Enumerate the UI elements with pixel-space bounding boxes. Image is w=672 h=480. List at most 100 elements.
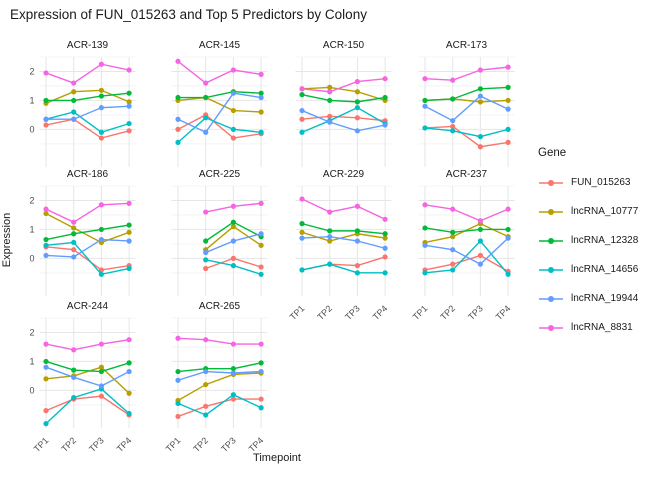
facet-title: ACR-244 (67, 301, 109, 312)
point-lncRNA_8831 (126, 200, 132, 206)
point-lncRNA_8831 (422, 202, 428, 208)
point-lncRNA_14656 (258, 405, 264, 411)
line-lncRNA_14656 (45, 241, 130, 276)
point-lncRNA_10777 (477, 99, 483, 105)
point-lncRNA_10777 (43, 210, 49, 217)
point-FUN_015263 (203, 265, 209, 272)
line-lncRNA_12328 (178, 91, 262, 99)
point-lncRNA_14656 (354, 105, 360, 111)
x-tick-label: TP4 (494, 303, 513, 322)
point-lncRNA_12328 (126, 360, 132, 366)
point-FUN_015263 (450, 123, 456, 130)
facet-title: ACR-139 (67, 40, 109, 51)
line-lncRNA_8831 (424, 204, 509, 222)
point-lncRNA_19944 (422, 103, 428, 109)
point-lncRNA_10777 (126, 99, 132, 105)
point-lncRNA_12328 (43, 236, 49, 243)
point-lncRNA_19944 (126, 238, 132, 244)
facet-title: ACR-173 (446, 40, 488, 51)
point-lncRNA_14656 (98, 271, 104, 277)
point-lncRNA_12328 (126, 90, 132, 96)
line-FUN_015263 (45, 246, 130, 271)
point-lncRNA_19944 (203, 249, 209, 256)
point-lncRNA_19944 (299, 235, 305, 241)
point-lncRNA_14656 (126, 410, 132, 417)
point-lncRNA_14656 (43, 242, 49, 248)
point-FUN_015263 (126, 128, 132, 134)
point-FUN_015263 (258, 396, 264, 402)
line-lncRNA_12328 (177, 362, 262, 373)
legend-item-label: lncRNA_10777 (571, 206, 639, 217)
point-lncRNA_12328 (299, 221, 305, 227)
point-lncRNA_8831 (450, 77, 456, 83)
point-lncRNA_19944 (175, 377, 181, 383)
point-FUN_015263 (71, 247, 77, 253)
line-lncRNA_19944 (45, 238, 130, 258)
x-axis-title: Timepoint (253, 452, 301, 464)
legend-key-icon (538, 205, 564, 219)
line-lncRNA_14656 (301, 263, 386, 274)
point-FUN_015263 (382, 254, 388, 260)
point-lncRNA_8831 (299, 86, 305, 92)
point-FUN_015263 (354, 115, 360, 121)
point-lncRNA_10777 (258, 242, 264, 248)
point-lncRNA_19944 (327, 234, 333, 240)
point-lncRNA_8831 (43, 70, 49, 76)
legend-items: FUN_015263 lncRNA_10777 lncRNA_12328 lncRNA… (538, 168, 638, 342)
line-lncRNA_8831 (45, 63, 130, 84)
point-lncRNA_19944 (98, 383, 104, 389)
facet-ACR-229: ACR-229 TP1 TP2 TP3 TP4 (288, 169, 392, 322)
point-lncRNA_8831 (71, 219, 77, 225)
x-tick-label: TP1 (288, 303, 307, 322)
line-lncRNA_8831 (45, 202, 130, 223)
legend-item-lncRNA_14656: lncRNA_14656 (538, 255, 638, 284)
y-axis-title: Expression (1, 212, 13, 268)
facet-title: ACR-150 (323, 40, 365, 51)
point-lncRNA_8831 (354, 203, 360, 209)
line-FUN_015263 (424, 125, 509, 148)
y-tick-label: 0 (29, 253, 34, 263)
point-lncRNA_10777 (126, 390, 132, 396)
point-lncRNA_14656 (354, 270, 360, 276)
point-FUN_015263 (98, 135, 104, 141)
point-lncRNA_8831 (230, 341, 236, 347)
line-FUN_015263 (45, 118, 130, 139)
point-FUN_015263 (203, 403, 209, 409)
point-lncRNA_12328 (71, 367, 77, 373)
point-lncRNA_12328 (450, 96, 456, 102)
point-lncRNA_19944 (327, 119, 333, 125)
line-lncRNA_10777 (301, 86, 386, 102)
point-lncRNA_8831 (203, 337, 209, 343)
line-lncRNA_12328 (424, 227, 509, 234)
facet-ACR-150: ACR-150 (295, 40, 392, 167)
line-lncRNA_8831 (301, 198, 386, 220)
legend-item-lncRNA_12328: lncRNA_12328 (538, 226, 638, 255)
point-lncRNA_8831 (71, 347, 77, 353)
facet-ACR-145: ACR-145 (171, 40, 268, 167)
point-lncRNA_19944 (230, 90, 236, 96)
line-lncRNA_19944 (46, 105, 130, 120)
legend-item-lncRNA_19944: lncRNA_19944 (538, 284, 638, 313)
point-lncRNA_10777 (450, 234, 456, 240)
facet-ACR-244: ACR-244 0 1 2 TP1 TP2 TP3 TP4 (29, 301, 136, 454)
point-lncRNA_14656 (126, 265, 132, 272)
point-lncRNA_8831 (126, 337, 132, 343)
point-lncRNA_14656 (450, 267, 456, 273)
point-lncRNA_8831 (450, 206, 456, 212)
line-lncRNA_10777 (45, 212, 130, 244)
point-lncRNA_8831 (230, 203, 236, 209)
point-lncRNA_19944 (477, 261, 483, 267)
point-lncRNA_14656 (382, 270, 388, 276)
point-lncRNA_14656 (477, 134, 483, 140)
point-lncRNA_19944 (126, 103, 132, 109)
y-tick-label: 2 (29, 195, 34, 205)
facet-title: ACR-145 (199, 40, 241, 51)
legend-title: Gene (538, 147, 567, 159)
point-lncRNA_14656 (175, 139, 181, 145)
point-lncRNA_10777 (203, 381, 209, 388)
point-FUN_015263 (98, 267, 104, 273)
line-lncRNA_12328 (424, 86, 509, 102)
point-lncRNA_8831 (258, 341, 264, 347)
x-tick-label: TP1 (32, 435, 51, 454)
point-FUN_015263 (230, 396, 236, 402)
